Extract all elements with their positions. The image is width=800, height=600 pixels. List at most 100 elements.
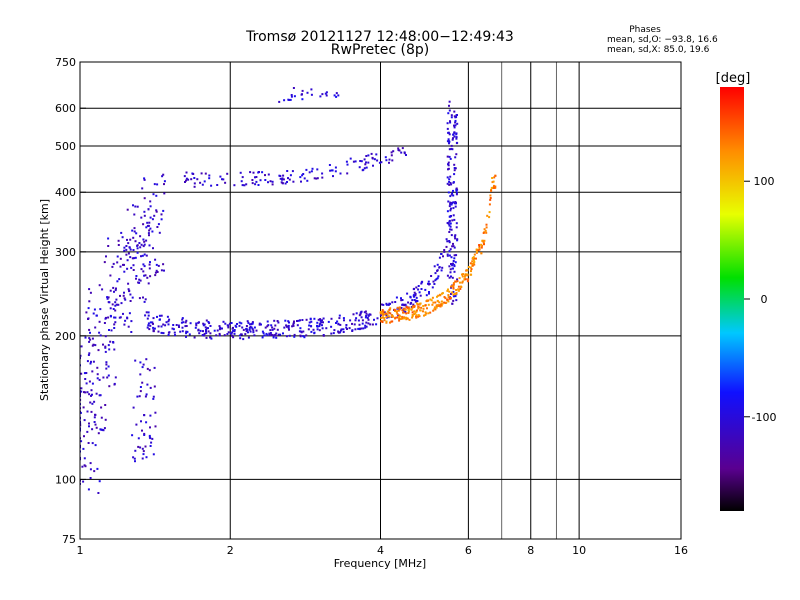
echo-point bbox=[147, 314, 150, 317]
echo-point bbox=[446, 176, 449, 179]
echo-point bbox=[365, 325, 368, 328]
echo-point bbox=[238, 334, 241, 337]
colorbar-tick-label: 0 bbox=[761, 293, 768, 306]
echo-point bbox=[420, 306, 423, 309]
echo-point bbox=[151, 437, 154, 440]
echo-point bbox=[160, 314, 163, 317]
echo-point bbox=[385, 316, 388, 318]
echo-point bbox=[91, 337, 94, 340]
echo-point bbox=[92, 360, 95, 363]
echo-point bbox=[410, 308, 413, 311]
echo-point bbox=[226, 172, 229, 175]
echo-point bbox=[160, 269, 163, 272]
echo-point bbox=[232, 329, 235, 332]
echo-point bbox=[172, 324, 175, 326]
echo-point bbox=[135, 232, 138, 235]
echo-point bbox=[349, 157, 352, 160]
echo-point bbox=[229, 332, 232, 335]
echo-point bbox=[493, 184, 495, 187]
echo-point bbox=[114, 321, 117, 324]
echo-point bbox=[239, 171, 242, 174]
echo-point bbox=[111, 303, 114, 306]
echo-point bbox=[88, 425, 90, 428]
echo-point bbox=[125, 248, 128, 251]
echo-point bbox=[316, 321, 319, 324]
echo-point bbox=[454, 202, 457, 205]
echo-point bbox=[108, 348, 111, 351]
echo-point bbox=[83, 457, 86, 460]
echo-point bbox=[85, 311, 88, 314]
echo-point bbox=[404, 316, 407, 319]
echo-point bbox=[113, 323, 116, 326]
echo-point bbox=[358, 328, 361, 331]
echo-point bbox=[447, 200, 450, 203]
echo-point bbox=[100, 416, 103, 419]
echo-point bbox=[275, 332, 278, 335]
echo-point bbox=[490, 189, 493, 192]
echo-point bbox=[105, 367, 108, 370]
echo-point bbox=[310, 88, 313, 91]
echo-point bbox=[152, 322, 154, 325]
echo-point bbox=[383, 319, 386, 322]
echo-point bbox=[162, 263, 165, 266]
echo-point bbox=[149, 324, 152, 327]
echo-point bbox=[428, 283, 430, 286]
echo-point bbox=[439, 293, 441, 296]
echo-point bbox=[85, 372, 88, 374]
echo-point bbox=[157, 325, 160, 328]
echo-point bbox=[120, 302, 123, 305]
echo-point bbox=[147, 208, 150, 211]
echo-point bbox=[411, 299, 414, 302]
echo-point bbox=[488, 216, 491, 219]
echo-point bbox=[142, 238, 145, 241]
echo-point bbox=[441, 266, 444, 269]
echo-point bbox=[310, 93, 313, 96]
echo-point bbox=[233, 332, 236, 335]
echo-point bbox=[448, 215, 451, 218]
echo-point bbox=[84, 336, 87, 339]
echo-point bbox=[281, 177, 284, 180]
echo-point bbox=[390, 314, 393, 317]
echo-point bbox=[345, 324, 348, 326]
echo-point bbox=[109, 289, 112, 292]
echo-point bbox=[132, 204, 134, 207]
echo-point bbox=[315, 177, 318, 180]
echo-point bbox=[388, 158, 391, 161]
echo-point bbox=[134, 449, 137, 452]
echo-point bbox=[415, 314, 418, 317]
echo-point bbox=[134, 359, 137, 362]
echo-point bbox=[162, 323, 165, 326]
x-tick-label: 2 bbox=[227, 544, 234, 557]
echo-point bbox=[447, 294, 450, 297]
echo-point bbox=[310, 170, 313, 173]
echo-point bbox=[303, 177, 306, 180]
echo-point bbox=[158, 231, 161, 234]
echo-point bbox=[152, 193, 155, 196]
echo-point bbox=[285, 325, 288, 328]
echo-point bbox=[123, 249, 126, 252]
echo-point bbox=[405, 306, 408, 308]
echo-point bbox=[246, 320, 249, 323]
echo-point bbox=[259, 179, 262, 182]
echo-point bbox=[447, 168, 449, 171]
echo-point bbox=[143, 434, 146, 436]
echo-point bbox=[364, 326, 367, 329]
echo-point bbox=[127, 252, 130, 255]
echo-point bbox=[488, 203, 491, 206]
echo-point bbox=[185, 335, 187, 338]
echo-point bbox=[149, 426, 151, 429]
echo-point bbox=[354, 160, 357, 163]
echo-point bbox=[100, 406, 103, 409]
echo-point bbox=[339, 323, 342, 326]
echo-point bbox=[357, 319, 360, 322]
echo-point bbox=[93, 308, 96, 311]
echo-point bbox=[367, 318, 370, 321]
echo-point bbox=[389, 312, 392, 315]
echo-point bbox=[148, 229, 151, 232]
echo-point bbox=[393, 308, 396, 311]
echo-point bbox=[489, 198, 492, 201]
echo-point bbox=[368, 313, 371, 316]
echo-point bbox=[163, 180, 166, 183]
echo-point bbox=[456, 239, 459, 242]
echo-point bbox=[325, 327, 328, 330]
